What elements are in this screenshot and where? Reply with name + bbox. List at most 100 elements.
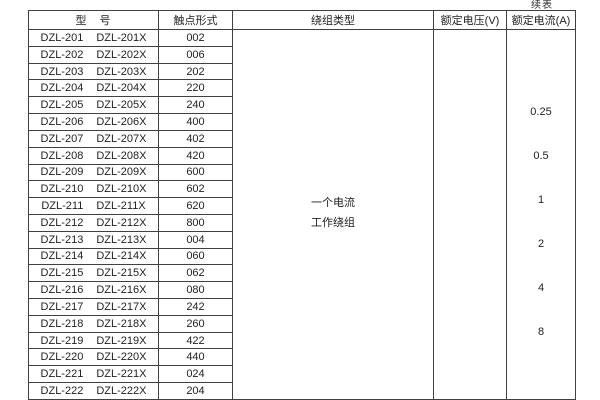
header-model: 型 号: [28, 10, 159, 30]
model-cell: DZL-213 DZL-213X: [28, 230, 159, 249]
model-number: DZL-210: [40, 183, 84, 196]
model-cell: DZL-210 DZL-210X: [28, 180, 159, 199]
model-number: DZL-220: [40, 351, 84, 364]
contact-form-cell: 080: [158, 281, 233, 299]
model-number: DZL-219: [40, 334, 84, 347]
model-number: DZL-209: [40, 166, 84, 179]
model-cell: DZL-214 DZL-214X: [28, 247, 159, 266]
contact-form-cell: 002: [158, 29, 233, 47]
rated-current-value: 1: [537, 194, 545, 206]
table-row: DZL-202 DZL-202X 006: [28, 45, 576, 64]
table-row: DZL-219 DZL-219X 422: [28, 331, 576, 350]
model-number-x: DZL-203X: [96, 65, 147, 78]
table-row: DZL-212 DZL-212X 800: [28, 213, 576, 232]
model-cell: DZL-207 DZL-207X: [28, 129, 159, 148]
table-row: DZL-221 DZL-221X 024: [28, 365, 576, 384]
model-number: DZL-215: [40, 267, 84, 280]
table-row: DZL-215 DZL-215X 062: [28, 264, 576, 283]
model-number: DZL-204: [40, 82, 84, 95]
model-number: DZL-202: [40, 48, 84, 61]
contact-form-cell: 420: [158, 146, 233, 165]
model-number-x: DZL-208X: [96, 149, 147, 162]
model-cell: DZL-215 DZL-215X: [28, 264, 159, 283]
table-row: DZL-213 DZL-213X 004: [28, 230, 576, 249]
model-cell: DZL-203 DZL-203X: [28, 62, 159, 81]
winding-type-cell: 一个电流 工作绕组: [232, 29, 434, 400]
contact-form-cell: 062: [158, 264, 233, 283]
model-number-x: DZL-219X: [96, 334, 147, 347]
contact-form-cell: 060: [158, 247, 233, 266]
model-cell: DZL-222 DZL-222X: [28, 382, 159, 400]
table-body: DZL-201 DZL-201X 002 一个电流 工作绕组 0.25 0.5 1 2 4 8 DZL…: [28, 29, 576, 400]
model-cell: DZL-204 DZL-204X: [28, 79, 159, 98]
contact-form-cell: 440: [158, 348, 233, 367]
table-row: DZL-203 DZL-203X 202: [28, 62, 576, 81]
model-cell: DZL-221 DZL-221X: [28, 365, 159, 384]
model-cell: DZL-205 DZL-205X: [28, 96, 159, 115]
model-number: DZL-213: [40, 233, 84, 246]
header-rated-voltage: 额定电压(V): [433, 10, 507, 30]
model-cell: DZL-220 DZL-220X: [28, 348, 159, 367]
table-row: DZL-217 DZL-217X 242: [28, 298, 576, 316]
model-number: DZL-221: [40, 368, 84, 381]
model-number-x: DZL-211X: [96, 200, 146, 213]
table-row: DZL-218 DZL-218X 260: [28, 314, 576, 333]
contact-form-cell: 602: [158, 180, 233, 199]
header-winding-type: 绕组类型: [232, 10, 434, 30]
table-row: DZL-201 DZL-201X 002 一个电流 工作绕组 0.25 0.5 1 2 4 8: [28, 29, 576, 400]
model-number: DZL-206: [40, 115, 84, 128]
model-number: DZL-218: [40, 317, 84, 330]
contact-form-cell: 024: [158, 365, 233, 384]
table-row: DZL-209 DZL-209X 600: [28, 163, 576, 182]
contact-form-cell: 202: [158, 62, 233, 81]
model-number-x: DZL-201X: [96, 31, 147, 44]
model-number-x: DZL-213X: [96, 233, 147, 246]
table-row: DZL-208 DZL-208X 420: [28, 146, 576, 165]
rated-current-value: 0.25: [530, 106, 552, 118]
contact-form-cell: 400: [158, 113, 233, 131]
model-cell: DZL-217 DZL-217X: [28, 298, 159, 316]
contact-form-cell: 260: [158, 314, 233, 333]
table-row: DZL-210 DZL-210X 602: [28, 180, 576, 199]
model-number-x: DZL-220X: [96, 351, 147, 364]
model-number-x: DZL-221X: [96, 368, 147, 381]
model-number-x: DZL-212X: [96, 216, 147, 229]
model-cell: DZL-216 DZL-216X: [28, 281, 159, 299]
table-row: DZL-214 DZL-214X 060: [28, 247, 576, 266]
model-cell: DZL-218 DZL-218X: [28, 314, 159, 333]
contact-form-cell: 006: [158, 45, 233, 64]
model-cell: DZL-202 DZL-202X: [28, 45, 159, 64]
model-number: DZL-208: [40, 149, 84, 162]
contact-form-cell: 402: [158, 129, 233, 148]
model-number: DZL-203: [40, 65, 84, 78]
model-number: DZL-216: [40, 284, 84, 297]
header-row: 型 号 触点形式 绕组类型 额定电压(V) 额定电流(A): [28, 10, 576, 30]
model-number-x: DZL-216X: [96, 284, 147, 297]
table-row: DZL-211 DZL-211X 620: [28, 197, 576, 215]
model-number: DZL-205: [40, 99, 84, 112]
header-contact-form: 触点形式: [158, 10, 233, 30]
contact-form-cell: 004: [158, 230, 233, 249]
rated-current-cell: 0.25 0.5 1 2 4 8: [506, 29, 576, 400]
model-number-x: DZL-202X: [96, 48, 147, 61]
model-cell: DZL-201 DZL-201X: [28, 29, 159, 47]
model-number: DZL-217: [40, 300, 84, 313]
relay-spec-table: 型 号 触点形式 绕组类型 额定电压(V) 额定电流(A) DZL-201 DZL…: [28, 10, 576, 400]
model-number-x: DZL-204X: [96, 82, 147, 95]
model-number: DZL-207: [40, 132, 84, 145]
model-number-x: DZL-222X: [96, 385, 147, 398]
continued-table-label: 续表: [531, 0, 553, 11]
model-number: DZL-214: [40, 250, 84, 263]
model-cell: DZL-211 DZL-211X: [28, 197, 159, 215]
table-row: DZL-220 DZL-220X 440: [28, 348, 576, 367]
model-number-x: DZL-217X: [96, 300, 147, 313]
model-number: DZL-222: [40, 385, 84, 398]
contact-form-cell: 620: [158, 197, 233, 215]
contact-form-cell: 240: [158, 96, 233, 115]
model-number-x: DZL-210X: [96, 183, 147, 196]
model-number-x: DZL-205X: [96, 99, 147, 112]
model-number-x: DZL-218X: [96, 317, 147, 330]
contact-form-cell: 204: [158, 382, 233, 400]
contact-form-cell: 242: [158, 298, 233, 316]
